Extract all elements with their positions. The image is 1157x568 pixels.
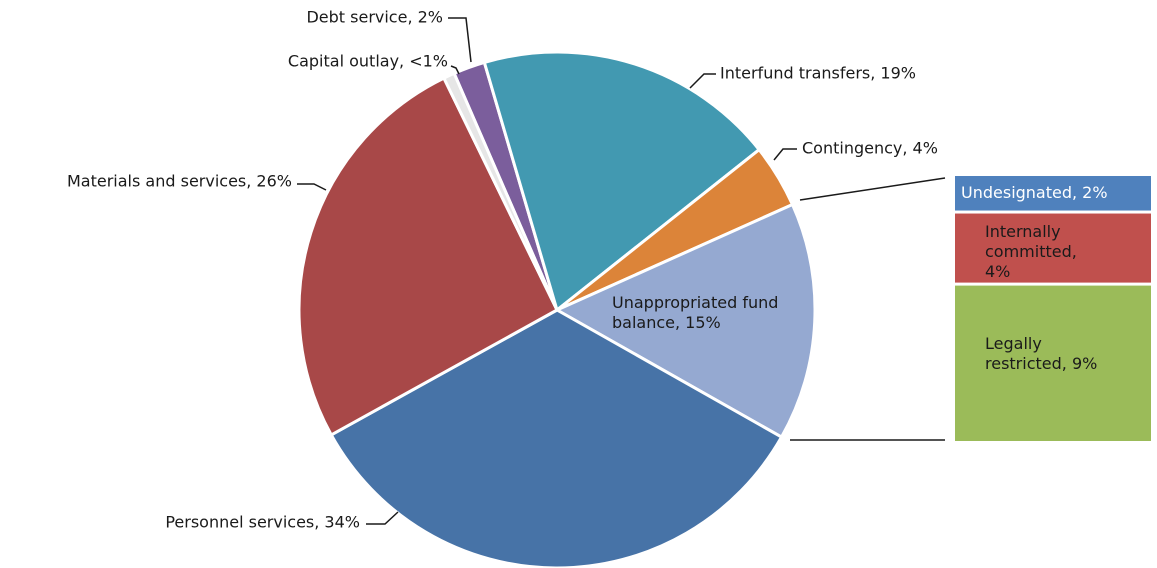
leader-line: [448, 17, 472, 63]
slice-label: Contingency, 4%: [802, 139, 938, 158]
pie-slice: [553, 202, 817, 440]
slice-label: Debt service, 2%: [306, 8, 443, 27]
leader-line: [773, 148, 797, 161]
pie-slice: [441, 71, 559, 311]
slice-label: Capital outlay, <1%: [288, 52, 448, 71]
pie-slice: [482, 50, 762, 313]
breakdown-bar: [955, 285, 1151, 441]
breakdown-label: Undesignated, 2%: [961, 183, 1108, 203]
leader-line: [450, 65, 460, 75]
leader-line: [297, 183, 327, 191]
breakdown-label: Internally committed, 4%: [985, 221, 1077, 281]
slice-label: Unappropriated fund balance, 15%: [612, 293, 779, 332]
slice-label: Interfund transfers, 19%: [720, 64, 916, 83]
connector: [799, 177, 946, 201]
leader-line: [689, 73, 716, 89]
pie-slice: [297, 76, 559, 437]
slice-label: Materials and services, 26%: [67, 172, 292, 191]
breakdown-label: Legally restricted, 9%: [985, 333, 1098, 373]
breakdown-bar: [955, 176, 1151, 211]
leader-line: [366, 511, 399, 525]
slice-label: Personnel services, 34%: [165, 513, 360, 532]
breakdown-bar: [955, 213, 1151, 283]
